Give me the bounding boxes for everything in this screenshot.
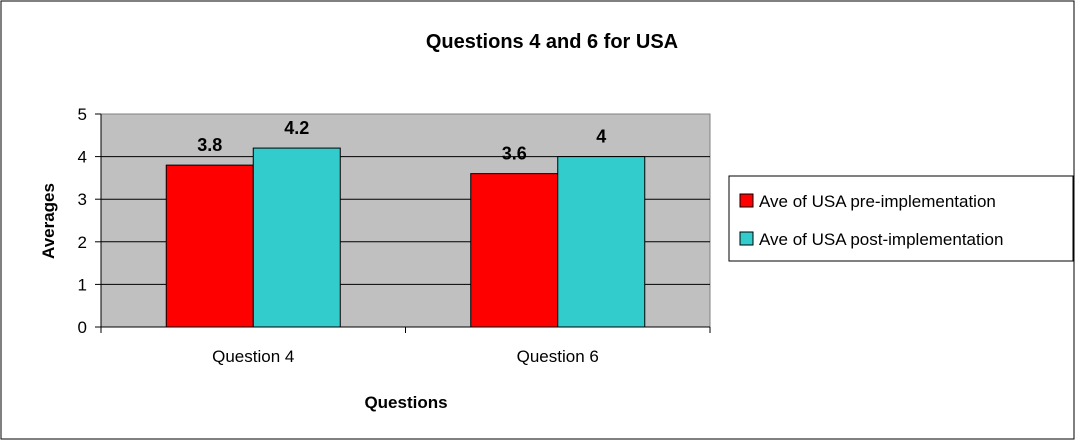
data-label: 4 <box>596 127 606 147</box>
y-tick-label: 4 <box>78 148 87 167</box>
legend-swatch <box>739 231 754 246</box>
y-tick-label: 3 <box>78 190 87 209</box>
y-axis-title: Averages <box>39 183 58 259</box>
data-label: 4.2 <box>284 118 309 138</box>
legend-box <box>728 175 1074 262</box>
data-label: 3.6 <box>502 144 527 164</box>
y-tick-label: 0 <box>78 318 87 337</box>
y-tick-labels: 0 1 2 3 4 5 <box>78 105 87 337</box>
bars <box>165 147 646 328</box>
legend-label: Ave of USA pre-implementation <box>759 192 996 211</box>
x-category-label: Question 4 <box>212 347 294 366</box>
bar <box>165 164 254 328</box>
axes <box>95 113 711 333</box>
data-label: 3.8 <box>197 135 222 155</box>
x-axis-title: Questions <box>364 393 447 412</box>
bar <box>557 156 646 328</box>
bar <box>252 147 341 328</box>
bar <box>470 173 559 328</box>
chart-title: Questions 4 and 6 for USA <box>426 31 678 53</box>
y-tick-label: 5 <box>78 105 87 124</box>
y-tick-label: 2 <box>78 233 87 252</box>
legend: Ave of USA pre-implementation Ave of USA … <box>728 175 1074 262</box>
legend-label: Ave of USA post-implementation <box>759 230 1003 249</box>
data-labels: 3.8 4.2 3.6 4 <box>197 118 606 164</box>
y-tick-label: 1 <box>78 275 87 294</box>
x-category-label: Question 6 <box>517 347 599 366</box>
x-category-labels: Question 4 Question 6 <box>212 347 599 366</box>
legend-swatch <box>739 193 754 208</box>
